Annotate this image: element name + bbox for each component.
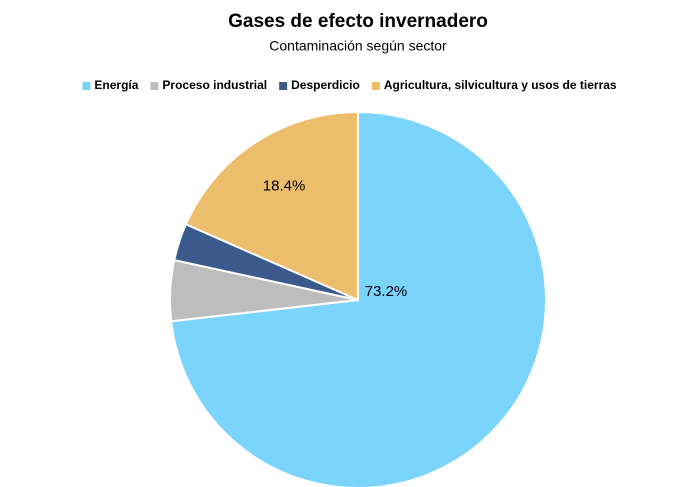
legend-label: Agricultura, silvicultura y usos de tier… — [384, 78, 617, 92]
chart-subtitle: Contaminación según sector — [269, 38, 447, 54]
legend-label: Energía — [94, 78, 138, 92]
legend-label: Proceso industrial — [162, 78, 267, 92]
legend-swatch — [150, 82, 159, 90]
pie: 73.2% 18.4% — [169, 110, 547, 487]
legend-swatch — [82, 82, 91, 90]
data-label: 73.2% — [365, 283, 408, 300]
pie-slice — [184, 110, 359, 302]
chart-title: Gases de efecto invernadero — [228, 11, 488, 32]
legend-swatch — [279, 82, 288, 90]
data-label: 18.4% — [263, 178, 306, 195]
legend-swatch — [371, 82, 380, 90]
legend: Energía Proceso industrial Desperdicio Agri… — [82, 78, 617, 92]
legend-label: Desperdicio — [291, 78, 360, 92]
